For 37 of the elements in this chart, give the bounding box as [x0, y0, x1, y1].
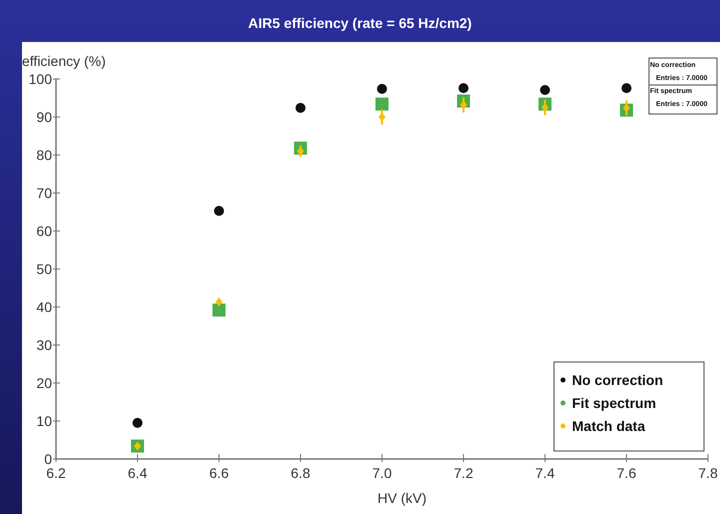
x-tick-label: 7.6: [616, 465, 636, 481]
x-tick-label: 7.2: [454, 465, 474, 481]
x-axis-title: HV (kV): [378, 490, 426, 506]
y-tick-label: 10: [36, 412, 52, 429]
point: [214, 206, 224, 216]
x-tick-label: 6.2: [46, 465, 66, 481]
point: [622, 83, 632, 94]
y-tick-label: 20: [36, 374, 52, 391]
x-tick-label: 6.4: [128, 465, 148, 481]
legend-label: Match data: [572, 418, 646, 434]
point: [378, 112, 386, 122]
point: [296, 102, 306, 113]
legend-label: Fit spectrum: [572, 394, 656, 411]
point: [458, 83, 468, 94]
y-tick-label: 30: [36, 336, 52, 353]
point: [377, 84, 387, 94]
x-tick-label: 7.8: [698, 465, 718, 481]
point: [376, 98, 388, 111]
y-tick-label: 0: [44, 450, 52, 467]
x-tick-label: 7.0: [372, 465, 392, 481]
chart-title: AIR5 efficiency (rate = 65 Hz/cm2): [248, 15, 472, 31]
x-tick-label: 7.4: [535, 465, 555, 481]
point: [212, 304, 226, 317]
y-axis-title: efficiency (%): [22, 53, 106, 69]
x-tick-label: 6.6: [209, 465, 229, 481]
y-tick-label: 40: [36, 298, 52, 315]
y-tick-label: 60: [36, 222, 52, 239]
x-tick-label: 6.8: [290, 465, 310, 481]
y-tick-label: 80: [36, 146, 52, 163]
y-tick-label: 100: [28, 70, 52, 87]
legend-label: No correction: [572, 372, 664, 388]
y-tick-label: 90: [36, 108, 52, 125]
point: [540, 85, 550, 96]
y-tick-label: 50: [36, 260, 52, 277]
point: [132, 418, 142, 428]
y-tick-label: 70: [36, 184, 52, 201]
point: [216, 298, 222, 307]
